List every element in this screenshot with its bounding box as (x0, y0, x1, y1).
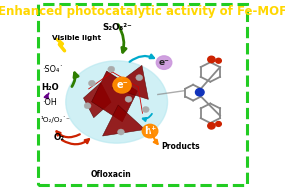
Circle shape (88, 80, 95, 86)
Circle shape (142, 124, 158, 138)
Circle shape (108, 66, 115, 72)
Circle shape (196, 88, 204, 96)
Text: Enhanced photocatalytic activity of Fe-MOF: Enhanced photocatalytic activity of Fe-M… (0, 5, 285, 18)
Circle shape (136, 75, 143, 81)
Circle shape (208, 56, 215, 63)
Text: O₂: O₂ (53, 133, 64, 142)
Circle shape (156, 56, 172, 69)
Text: h⁺: h⁺ (144, 126, 156, 136)
Circle shape (216, 122, 221, 126)
Text: ¹O₂/O₂˙⁻: ¹O₂/O₂˙⁻ (41, 116, 71, 123)
Circle shape (208, 123, 215, 129)
Circle shape (113, 77, 131, 93)
Circle shape (216, 58, 221, 63)
Text: ·OH: ·OH (42, 98, 56, 107)
Text: Products: Products (161, 142, 200, 151)
Polygon shape (91, 71, 137, 122)
Text: e⁻: e⁻ (116, 80, 128, 90)
Polygon shape (84, 83, 111, 118)
Circle shape (125, 96, 132, 102)
Polygon shape (103, 105, 145, 136)
Text: ·SO₄˙: ·SO₄˙ (42, 65, 64, 74)
Text: S₂O₈²⁻: S₂O₈²⁻ (103, 23, 132, 32)
Polygon shape (112, 65, 148, 99)
Text: H₂O: H₂O (42, 83, 59, 92)
Circle shape (84, 103, 91, 109)
Text: Ofloxacin: Ofloxacin (91, 170, 132, 179)
Circle shape (142, 107, 149, 112)
Ellipse shape (66, 61, 168, 143)
Text: e⁻: e⁻ (158, 58, 170, 67)
Circle shape (117, 129, 125, 135)
Text: Visible light: Visible light (52, 35, 101, 41)
